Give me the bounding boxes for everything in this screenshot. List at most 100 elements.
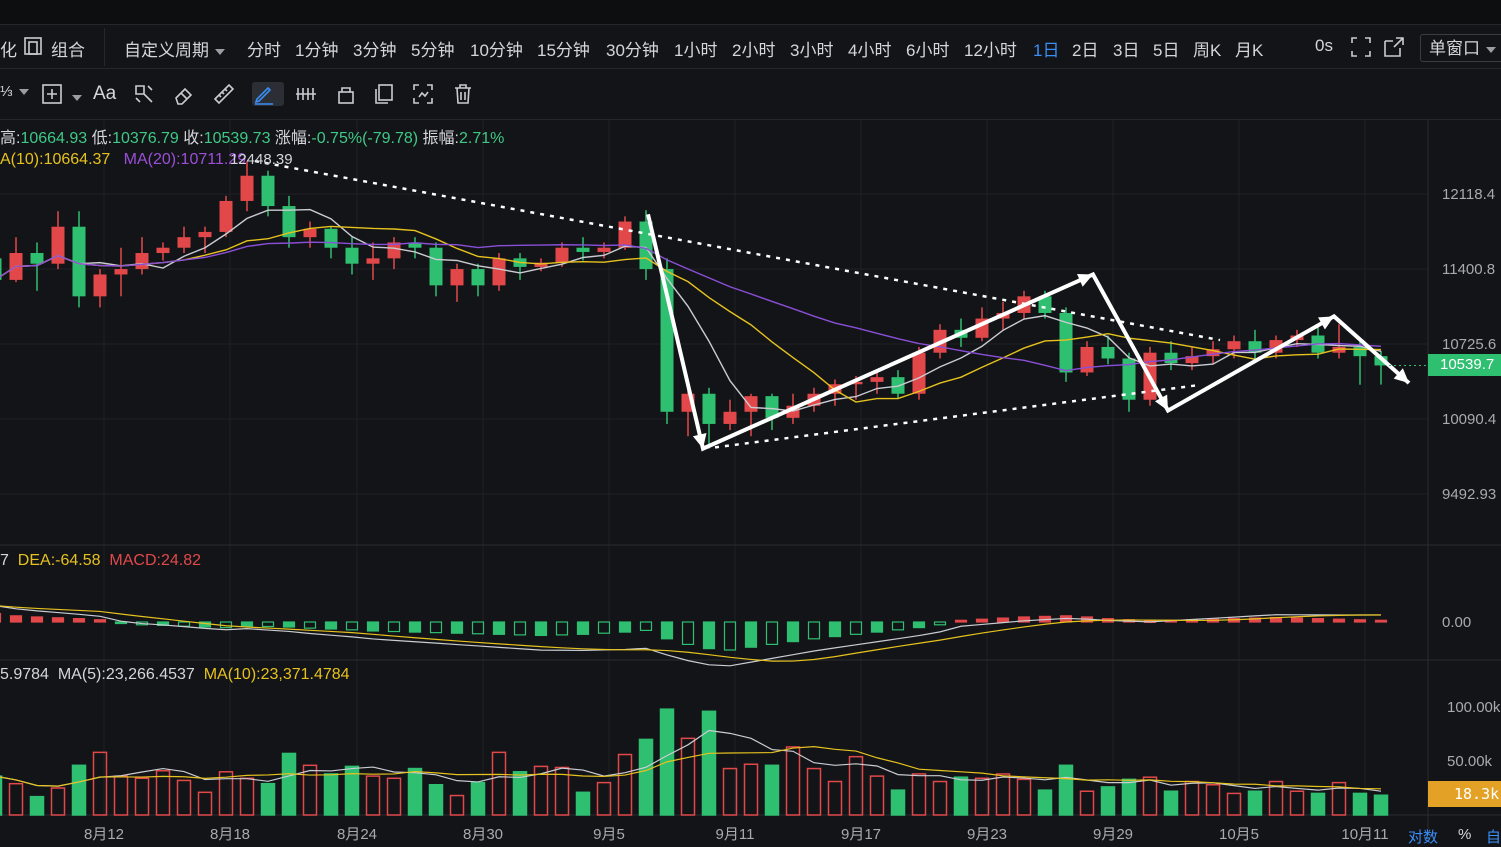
- drawing-toolbar: ⅓ Aa: [0, 69, 1501, 120]
- chevron-down-icon[interactable]: [72, 95, 82, 101]
- fullscreen-icon[interactable]: [1349, 35, 1375, 59]
- candle-body-36: [744, 396, 758, 412]
- x-tick-7: 9月23: [967, 826, 1007, 841]
- candle-body-4: [72, 226, 86, 297]
- price-tick-2: 10725.6: [1442, 336, 1496, 353]
- screenshot-icon[interactable]: [411, 82, 437, 106]
- period-17[interactable]: 周K: [1193, 41, 1222, 60]
- macd-bar-46: [954, 619, 968, 623]
- current-price-tag: 10539.7: [1428, 354, 1501, 376]
- wave-arrowhead-5: [1393, 368, 1409, 384]
- lock-icon[interactable]: [334, 82, 360, 106]
- period-7[interactable]: 1小时: [674, 41, 718, 60]
- toolbar-left-partial[interactable]: 化: [0, 41, 17, 60]
- volume-bar-66: [1373, 794, 1389, 816]
- percent-scale-toggle[interactable]: %: [1458, 826, 1472, 843]
- volume-bar-13: [260, 782, 276, 816]
- macd-bar-16: [324, 621, 338, 630]
- volume-bar-49: [1016, 778, 1032, 816]
- period-4[interactable]: 10分钟: [470, 41, 523, 60]
- period-6[interactable]: 30分钟: [606, 41, 659, 60]
- custom-period-dropdown[interactable]: 自定义周期: [124, 36, 225, 61]
- volume-bar-15: [302, 764, 318, 816]
- macd-bar-60: [1248, 617, 1262, 623]
- candle-body-14: [282, 206, 296, 238]
- indicator-icon[interactable]: [40, 82, 66, 106]
- volume-bar-47: [974, 777, 990, 816]
- candle-body-21: [429, 247, 443, 286]
- period-15[interactable]: 3日: [1113, 41, 1140, 60]
- macd-bar-47: [975, 618, 989, 623]
- combine-icon[interactable]: [22, 35, 48, 59]
- trash-icon[interactable]: [451, 82, 477, 106]
- macd-bar-22: [450, 621, 464, 634]
- vol-ma10-line: [0, 746, 1382, 790]
- candle-body-41: [849, 381, 863, 385]
- candle-body-64: [1332, 346, 1346, 353]
- volume-bar-52: [1079, 790, 1095, 816]
- copy-icon[interactable]: [372, 82, 398, 106]
- volume-bar-23: [470, 781, 486, 816]
- volume-bar-44: [911, 773, 927, 816]
- pattern-measure-icon[interactable]: [294, 82, 320, 106]
- volume-bar-64: [1331, 781, 1347, 816]
- period-2[interactable]: 3分钟: [353, 41, 397, 60]
- auto-scale-toggle[interactable]: 自: [1486, 829, 1501, 846]
- period-3[interactable]: 5分钟: [411, 41, 455, 60]
- volume-bar-1: [8, 782, 24, 816]
- candle-body-37: [765, 396, 779, 418]
- volume-bar-42: [869, 775, 885, 816]
- volume-bar-28: [575, 791, 591, 816]
- pattern-icon[interactable]: [132, 82, 158, 106]
- combine-button[interactable]: 组合: [51, 41, 85, 60]
- candle-body-15: [303, 228, 317, 238]
- candle-body-13: [261, 175, 275, 207]
- macd-bar-17: [345, 621, 359, 631]
- macd-bar-40: [828, 621, 842, 638]
- popout-icon[interactable]: [1382, 35, 1408, 59]
- volume-bar-30: [617, 753, 633, 816]
- period-16[interactable]: 5日: [1153, 41, 1180, 60]
- volume-bar-24: [491, 751, 507, 816]
- period-0[interactable]: 分时: [247, 41, 281, 60]
- macd-bar-33: [681, 621, 695, 645]
- current-volume-tag: 18.3k: [1428, 781, 1501, 807]
- high-label: 高:: [0, 130, 21, 147]
- custom-period-label: 自定义周期: [124, 41, 209, 60]
- volume-bar-19: [386, 777, 402, 816]
- period-18[interactable]: 月K: [1235, 41, 1264, 60]
- period-14[interactable]: 2日: [1072, 41, 1099, 60]
- period-8[interactable]: 2小时: [732, 41, 776, 60]
- period-11[interactable]: 6小时: [906, 41, 950, 60]
- window-mode-select[interactable]: 单窗口: [1420, 34, 1501, 62]
- period-12[interactable]: 12小时: [964, 41, 1017, 60]
- macd-bar-35: [723, 621, 737, 651]
- price-tick-1: 11400.8: [1442, 261, 1495, 278]
- x-tick-1: 8月18: [210, 826, 250, 841]
- toolbar-left-partial-2[interactable]: ⅓: [0, 83, 29, 100]
- font-tool-button[interactable]: Aa: [93, 83, 117, 104]
- period-13[interactable]: 1日: [1033, 41, 1060, 60]
- volume-bar-40: [827, 780, 843, 816]
- high-marker-label: 12448.39: [230, 151, 293, 168]
- ruler-icon[interactable]: [212, 82, 238, 106]
- chart-canvas[interactable]: 8月12 8月18 8月24 8月30 9月5 9月11 9月17 9月23 9月29 10月5 1…: [0, 120, 1501, 841]
- period-9[interactable]: 3小时: [790, 41, 834, 60]
- candle-body-0: [0, 258, 2, 280]
- candle-body-34: [702, 393, 716, 424]
- period-1[interactable]: 1分钟: [295, 41, 339, 60]
- toolbar-area: 化 组合 自定义周期 分时 1分钟 3分钟 5分钟 10分钟 15分钟 30分钟 1小时 2小时…: [0, 0, 1501, 120]
- draw-pen-icon[interactable]: [252, 82, 284, 106]
- candle-body-2: [30, 253, 44, 264]
- volume-bar-18: [365, 775, 381, 816]
- volume-bar-6: [113, 775, 129, 816]
- eraser-icon[interactable]: [172, 82, 198, 106]
- volume-bar-59: [1226, 792, 1242, 816]
- candle-body-58: [1206, 349, 1220, 357]
- volume-bar-0: [0, 775, 3, 816]
- period-5[interactable]: 15分钟: [537, 41, 590, 60]
- price-tick-3: 10090.4: [1442, 411, 1496, 428]
- log-scale-toggle[interactable]: 对数: [1408, 829, 1439, 846]
- period-10[interactable]: 4小时: [848, 41, 892, 60]
- macd-bar-27: [555, 621, 569, 636]
